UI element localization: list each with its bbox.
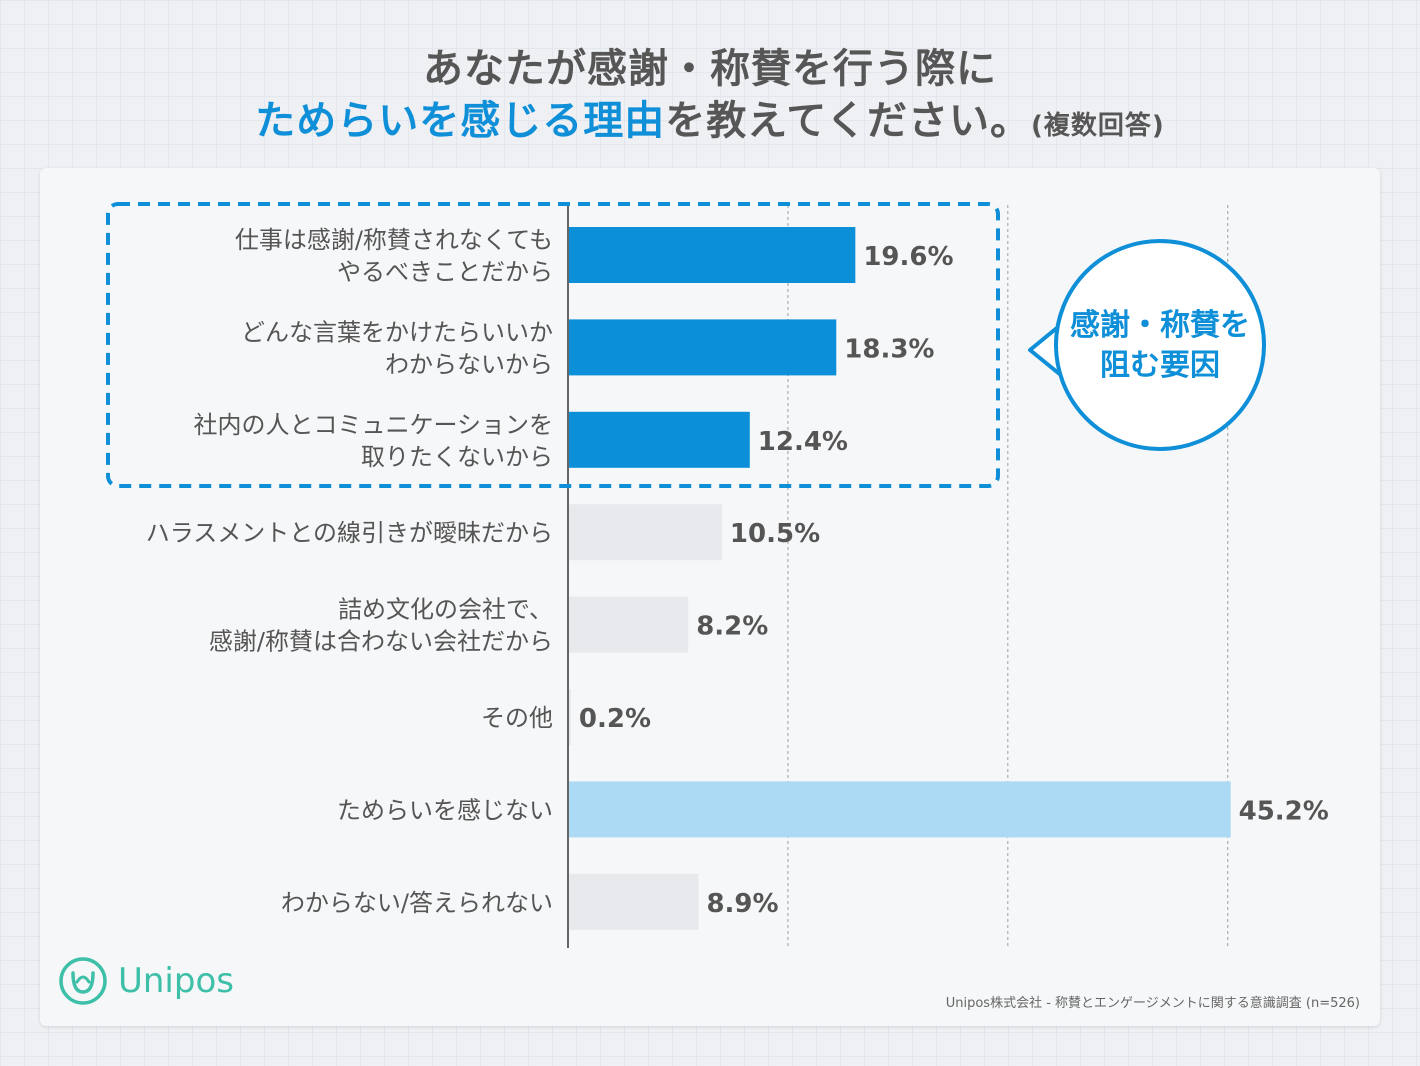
category-label-4-line-1: ハラスメントとの線引きが曖昧だから — [146, 519, 553, 547]
category-label-6-line-1: その他 — [481, 704, 553, 732]
category-label-5-line-1: 詰め文化の会社で、 — [338, 596, 553, 624]
category-label-1-line-1: 仕事は感謝/称賛されなくても — [235, 226, 553, 254]
bar-6 — [568, 689, 571, 745]
bar-2 — [568, 319, 837, 376]
callout-joint — [1058, 322, 1070, 370]
title-note: (複数回答) — [1031, 111, 1165, 141]
value-label-7: 45.2% — [1239, 796, 1329, 826]
bar-1 — [568, 227, 856, 283]
bar-7 — [568, 781, 1231, 838]
category-label-2-line-1: どんな言葉をかけたらいいか — [241, 318, 553, 346]
callout-text: 感謝・称賛を 阻む要因 — [1062, 306, 1258, 386]
category-label-3-line-1: 社内の人とコミュニケーションを — [193, 411, 553, 439]
category-label-7-line-1: ためらいを感じない — [337, 796, 553, 824]
value-label-3: 12.4% — [758, 427, 848, 457]
source-note: Unipos株式会社 - 称賛とエンゲージメントに関する意識調査 (n=526) — [945, 996, 1360, 1011]
value-label-4: 10.5% — [730, 519, 820, 549]
title-rest: を教えてください。 — [665, 98, 1032, 144]
unipos-logo-word: Unipos — [118, 961, 234, 1001]
category-label-8-line-1: わからない/答えられない — [281, 889, 553, 917]
value-label-5: 8.2% — [696, 612, 768, 642]
category-label-5-line-2: 感謝/称賛は合わない会社だから — [209, 628, 553, 656]
value-label-2: 18.3% — [844, 334, 934, 364]
unipos-logo: Unipos — [58, 956, 234, 1006]
chart-title-line2: ためらいを感じる理由を教えてください。(複数回答) — [0, 88, 1420, 146]
callout-line1: 感謝・称賛を — [1070, 308, 1250, 343]
bar-8 — [568, 873, 699, 930]
category-label-2-line-2: わからないから — [385, 350, 553, 378]
bar-5 — [568, 596, 689, 653]
unipos-logo-icon — [59, 957, 107, 1005]
callout-line2: 阻む要因 — [1100, 348, 1220, 383]
category-label-3-line-2: 取りたくないから — [361, 443, 553, 471]
chart-title-line1: あなたが感謝・称賛を行う際に — [423, 46, 997, 92]
bar-3 — [568, 411, 750, 468]
callout-bubble — [1054, 239, 1266, 451]
value-label-1: 19.6% — [863, 242, 953, 272]
title-highlight: ためらいを感じる理由 — [255, 98, 666, 144]
value-label-8: 8.9% — [706, 889, 778, 919]
category-label-1-line-2: やるべきことだから — [337, 258, 553, 286]
value-label-6: 0.2% — [579, 704, 651, 734]
bar-4 — [568, 504, 722, 561]
